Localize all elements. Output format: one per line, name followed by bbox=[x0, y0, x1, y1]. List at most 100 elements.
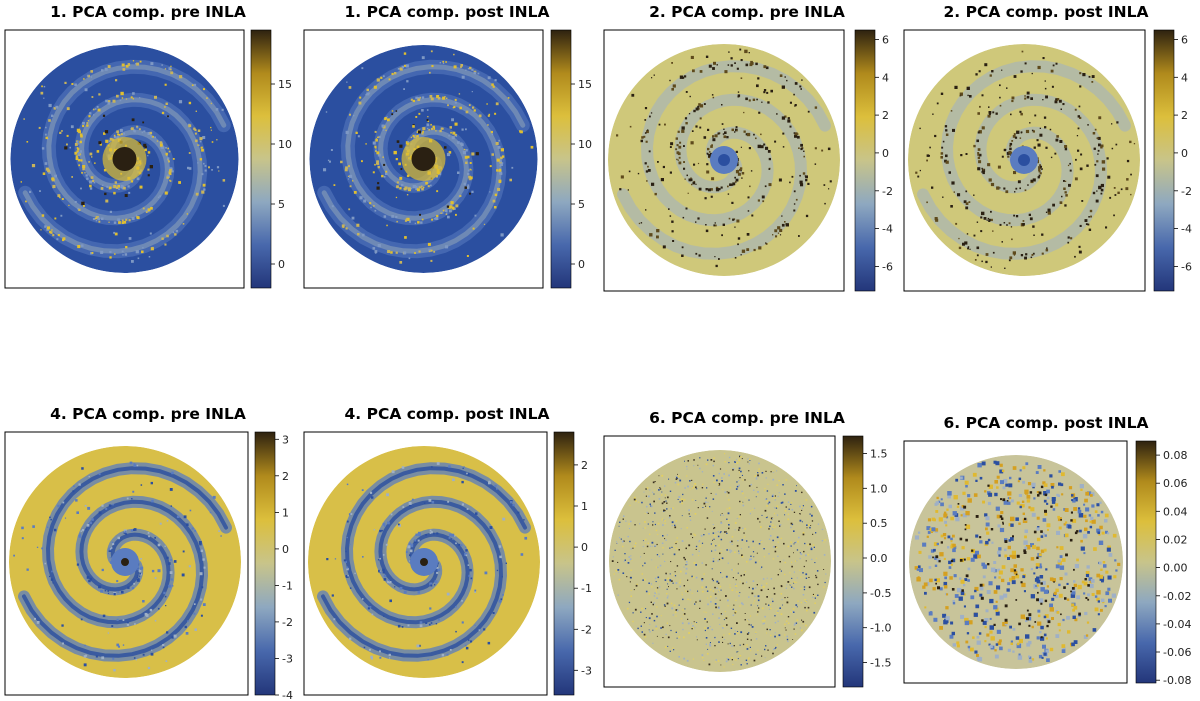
map-pixel bbox=[804, 599, 806, 601]
map-pixel bbox=[676, 565, 679, 567]
map-pixel bbox=[681, 246, 684, 249]
map-pixel bbox=[755, 653, 757, 655]
map-pixel bbox=[950, 621, 954, 625]
map-pixel bbox=[162, 146, 165, 149]
map-pixel bbox=[730, 550, 733, 552]
map-pixel bbox=[142, 600, 145, 603]
map-pixel bbox=[662, 626, 664, 629]
map-pixel bbox=[1062, 646, 1066, 650]
map-pixel bbox=[394, 72, 397, 75]
map-pixel bbox=[712, 532, 715, 534]
map-pixel bbox=[107, 590, 110, 592]
map-pixel bbox=[802, 594, 805, 596]
map-pixel bbox=[739, 168, 741, 171]
map-pixel bbox=[1055, 503, 1059, 507]
map-pixel bbox=[396, 185, 399, 189]
map-pixel bbox=[1075, 158, 1077, 161]
map-pixel bbox=[710, 543, 712, 545]
map-pixel bbox=[487, 124, 489, 126]
map-pixel bbox=[452, 538, 454, 540]
map-pixel bbox=[713, 538, 715, 540]
map-pixel bbox=[401, 65, 405, 69]
map-pixel bbox=[684, 178, 686, 180]
map-pixel bbox=[695, 125, 698, 128]
map-pixel bbox=[166, 234, 169, 238]
map-pixel bbox=[769, 629, 771, 631]
map-pixel bbox=[1076, 135, 1079, 137]
colorbar-tick-label: -4 bbox=[1181, 223, 1192, 236]
map-pixel bbox=[706, 163, 709, 166]
map-pixel bbox=[385, 172, 388, 175]
map-pixel bbox=[399, 144, 403, 148]
map-pixel bbox=[1042, 518, 1047, 522]
map-pixel bbox=[979, 586, 984, 591]
map-pixel bbox=[654, 512, 656, 514]
map-pixel bbox=[1028, 655, 1031, 658]
map-pixel bbox=[774, 621, 777, 624]
map-pixel bbox=[992, 111, 995, 114]
map-pixel bbox=[746, 648, 749, 650]
map-pixel bbox=[712, 613, 714, 615]
map-pixel bbox=[724, 611, 726, 613]
map-pixel bbox=[412, 134, 415, 137]
colorbar-tick-label: 0.5 bbox=[870, 517, 888, 530]
map-pixel bbox=[1079, 72, 1082, 75]
map-pixel bbox=[406, 174, 410, 178]
map-pixel bbox=[1011, 238, 1013, 241]
map-pixel bbox=[737, 540, 739, 542]
map-pixel bbox=[976, 246, 980, 250]
map-pixel bbox=[751, 592, 754, 595]
map-pixel bbox=[426, 119, 429, 121]
map-pixel bbox=[981, 167, 983, 170]
map-pixel bbox=[691, 183, 693, 186]
map-pixel bbox=[1126, 159, 1130, 163]
map-pixel bbox=[107, 100, 111, 103]
map-pixel bbox=[773, 648, 775, 651]
map-pixel bbox=[1031, 254, 1034, 256]
map-pixel bbox=[753, 248, 756, 252]
map-pixel bbox=[648, 617, 651, 620]
map-pixel bbox=[940, 92, 944, 95]
map-pixel bbox=[808, 586, 811, 589]
map-pixel bbox=[1113, 214, 1115, 217]
map-pixel bbox=[396, 181, 399, 184]
map-pixel bbox=[1004, 620, 1008, 624]
map-pixel bbox=[934, 134, 937, 138]
map-pixel bbox=[934, 217, 938, 221]
map-pixel bbox=[963, 584, 966, 587]
map-pixel bbox=[784, 493, 786, 495]
map-pixel bbox=[1026, 91, 1030, 95]
colorbar-tick-label: -3 bbox=[581, 664, 592, 677]
map-pixel bbox=[120, 91, 124, 96]
map-pixel bbox=[395, 158, 398, 161]
map-pixel bbox=[664, 494, 667, 496]
map-pixel bbox=[1039, 631, 1042, 634]
map-pixel bbox=[385, 543, 388, 546]
map-pixel bbox=[729, 487, 731, 489]
map-pixel bbox=[1011, 550, 1016, 555]
map-pixel bbox=[112, 503, 114, 506]
map-pixel bbox=[1058, 482, 1062, 486]
map-pixel bbox=[664, 497, 666, 499]
map-pixel bbox=[997, 568, 1001, 572]
map-pixel bbox=[738, 480, 740, 482]
map-pixel bbox=[714, 222, 716, 224]
map-pixel bbox=[703, 534, 705, 536]
map-pixel bbox=[646, 505, 648, 508]
map-pixel bbox=[664, 579, 667, 581]
map-pixel bbox=[748, 632, 750, 634]
map-pixel bbox=[969, 248, 971, 250]
map-pixel bbox=[1012, 466, 1017, 470]
map-pixel bbox=[1093, 547, 1097, 551]
map-pixel bbox=[417, 531, 421, 535]
map-pixel bbox=[675, 148, 678, 151]
map-pixel bbox=[778, 638, 779, 640]
map-pixel bbox=[805, 175, 808, 179]
map-pixel bbox=[1012, 251, 1016, 255]
map-pixel bbox=[675, 478, 678, 480]
map-pixel bbox=[800, 553, 803, 555]
map-pixel bbox=[945, 129, 948, 132]
map-pixel bbox=[926, 201, 928, 204]
map-pixel bbox=[62, 501, 65, 504]
map-pixel bbox=[464, 186, 467, 189]
